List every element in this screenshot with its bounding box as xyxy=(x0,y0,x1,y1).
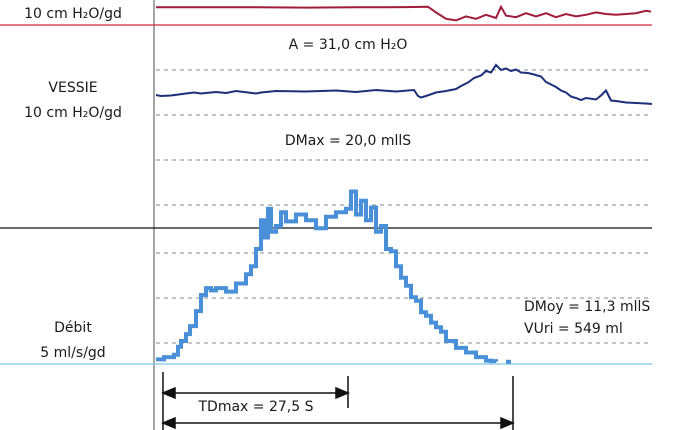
debit-ylabel: Débit xyxy=(54,320,92,336)
vessie-gridlines xyxy=(156,69,652,161)
vessie-series-line xyxy=(155,63,653,105)
vessie-ylabel-unit: 10 cm H₂O/gd xyxy=(24,105,122,121)
vessie-ylabel: VESSIE xyxy=(48,80,97,96)
time-to-max-label: TDmax = 27,5 S xyxy=(198,399,314,415)
top-channel-series-line xyxy=(156,4,652,22)
time-to-max-marker xyxy=(161,372,515,430)
voided-volume-annotation: VUri = 549 ml xyxy=(524,321,623,337)
debit-ylabel-unit: 5 ml/s/gd xyxy=(40,345,105,361)
vessie-amplitude-annotation: A = 31,0 cm H₂O xyxy=(289,37,408,53)
debit-series-line xyxy=(156,189,511,364)
top-channel-ylabel: 10 cm H₂O/gd xyxy=(24,6,122,22)
debit-max-annotation: DMax = 20,0 mllS xyxy=(285,133,411,149)
debit-mean-annotation: DMoy = 11,3 mllS xyxy=(524,299,650,315)
debit-gridlines xyxy=(156,204,652,344)
